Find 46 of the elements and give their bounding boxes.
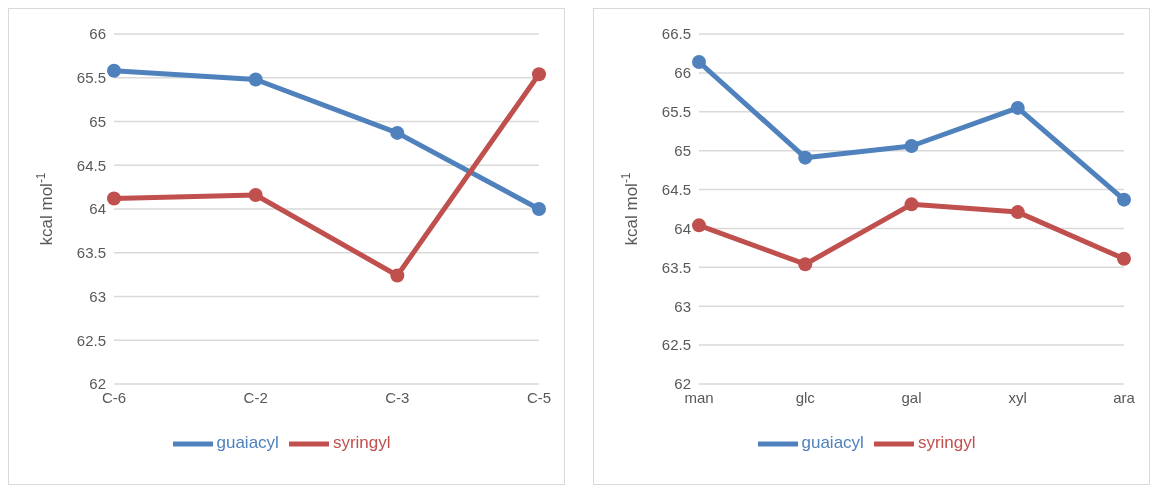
point xyxy=(1010,205,1025,220)
point xyxy=(798,257,813,272)
y-tick-label: 63.5 xyxy=(661,258,691,276)
y-tick-label: 66 xyxy=(674,64,691,82)
point xyxy=(1117,192,1131,207)
y-tick-label: 63.5 xyxy=(76,244,106,262)
y-tick-label: 64 xyxy=(89,200,106,218)
x-tick-label: glc xyxy=(795,388,816,406)
point xyxy=(248,72,263,87)
y-tick-label: 62.5 xyxy=(661,336,691,354)
legend-label: guaiacyl xyxy=(216,433,279,453)
point xyxy=(1117,251,1131,266)
x-tick-label: xyl xyxy=(1008,388,1027,406)
point xyxy=(798,150,813,165)
point xyxy=(904,139,919,153)
y-tick-label: 65 xyxy=(89,112,106,130)
point xyxy=(390,125,405,140)
x-tick-label: gal xyxy=(901,388,922,406)
x-tick-label: C-2 xyxy=(243,388,268,406)
point xyxy=(390,268,405,283)
point xyxy=(248,188,263,202)
point xyxy=(1010,100,1025,115)
legend-label: guaiacyl xyxy=(801,433,864,453)
y-tick-label: 64.5 xyxy=(76,156,106,174)
legend-label: syringyl xyxy=(332,433,391,453)
y-tick-label: 65.5 xyxy=(76,69,106,87)
y-tick-label: 63 xyxy=(89,287,106,305)
y-tick-label: 66 xyxy=(89,25,106,43)
y-tick-label: 66.5 xyxy=(661,25,691,43)
point xyxy=(692,218,706,233)
y-tick-label: 65.5 xyxy=(661,103,691,121)
x-tick-label: C-5 xyxy=(526,388,552,406)
point xyxy=(532,67,546,82)
point xyxy=(107,63,121,78)
point xyxy=(532,202,546,216)
y-tick-label: 64 xyxy=(674,219,691,237)
legend-label: syringyl xyxy=(917,433,976,453)
y-tick-label: 65 xyxy=(674,141,691,159)
y-tick-label: 63 xyxy=(674,297,691,315)
y-tick-label: 64.5 xyxy=(661,180,691,198)
y-tick-label: 62.5 xyxy=(76,331,106,349)
x-tick-label: C-3 xyxy=(385,388,410,406)
point xyxy=(107,191,121,206)
x-tick-label: ara xyxy=(1113,388,1136,406)
point xyxy=(692,55,706,69)
point xyxy=(904,197,919,212)
